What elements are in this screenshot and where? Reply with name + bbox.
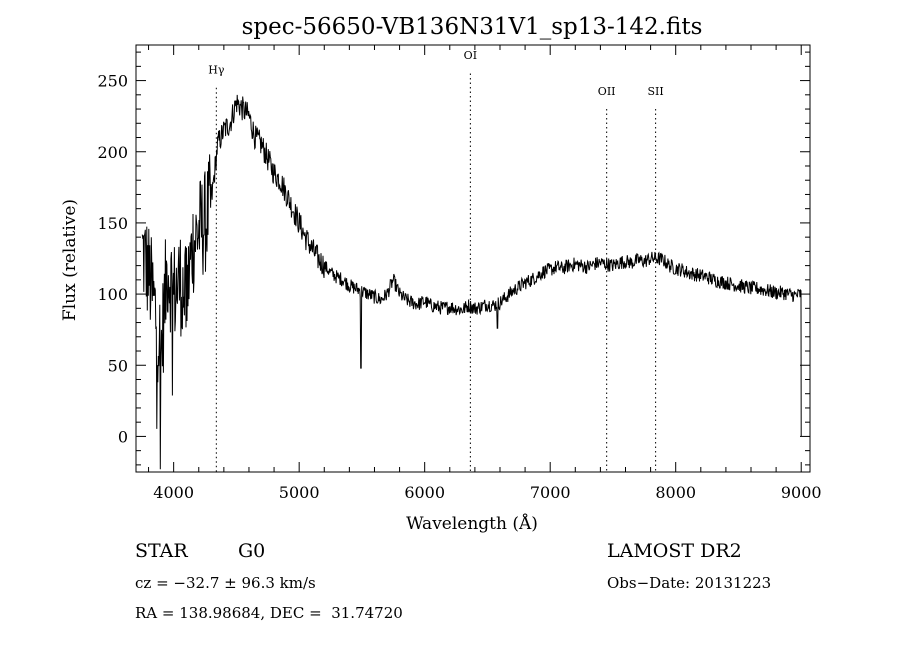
x-tick-label: 5000 bbox=[279, 483, 320, 502]
y-tick-label: 150 bbox=[97, 214, 128, 233]
y-axis-label: Flux (relative) bbox=[60, 199, 80, 321]
axes: 4000 5000 6000 7000 8000 9000 0 50 100 150 200 250 bbox=[97, 44, 822, 502]
observation-date: Obs−Date: 20131223 bbox=[607, 574, 772, 592]
x-tick-label: 6000 bbox=[404, 483, 445, 502]
y-tick-label: 200 bbox=[97, 143, 128, 162]
plot-frame bbox=[135, 44, 811, 473]
x-tick-label: 9000 bbox=[781, 483, 822, 502]
spectral-line-label: OII bbox=[598, 85, 616, 98]
spectrum-series bbox=[141, 94, 802, 470]
x-tick-label: 7000 bbox=[530, 483, 571, 502]
y-tick-label: 250 bbox=[97, 72, 128, 91]
object-subclass: G0 bbox=[238, 540, 266, 562]
chart-title: spec-56650-VB136N31V1_sp13-142.fits bbox=[242, 14, 703, 40]
y-tick-label: 50 bbox=[108, 356, 128, 375]
y-tick-label: 100 bbox=[97, 285, 128, 304]
x-tick-label: 8000 bbox=[655, 483, 696, 502]
spectral-line-label: OI bbox=[464, 49, 477, 62]
coordinates: RA = 138.98684, DEC = 31.74720 bbox=[135, 604, 403, 622]
spectrum-line bbox=[141, 94, 802, 470]
redshift-value: cz = −32.7 ± 96.3 km/s bbox=[135, 574, 316, 592]
object-class: STAR bbox=[135, 540, 188, 562]
spectral-line-label: SII bbox=[648, 85, 664, 98]
survey-name: LAMOST DR2 bbox=[607, 540, 742, 562]
x-tick-label: 4000 bbox=[153, 483, 194, 502]
spectral-lines: Hγ OI OII SII bbox=[208, 49, 664, 472]
spectral-line-label: Hγ bbox=[208, 63, 225, 76]
y-tick-label: 0 bbox=[118, 427, 128, 446]
x-axis-label: Wavelength (Å) bbox=[406, 513, 538, 534]
